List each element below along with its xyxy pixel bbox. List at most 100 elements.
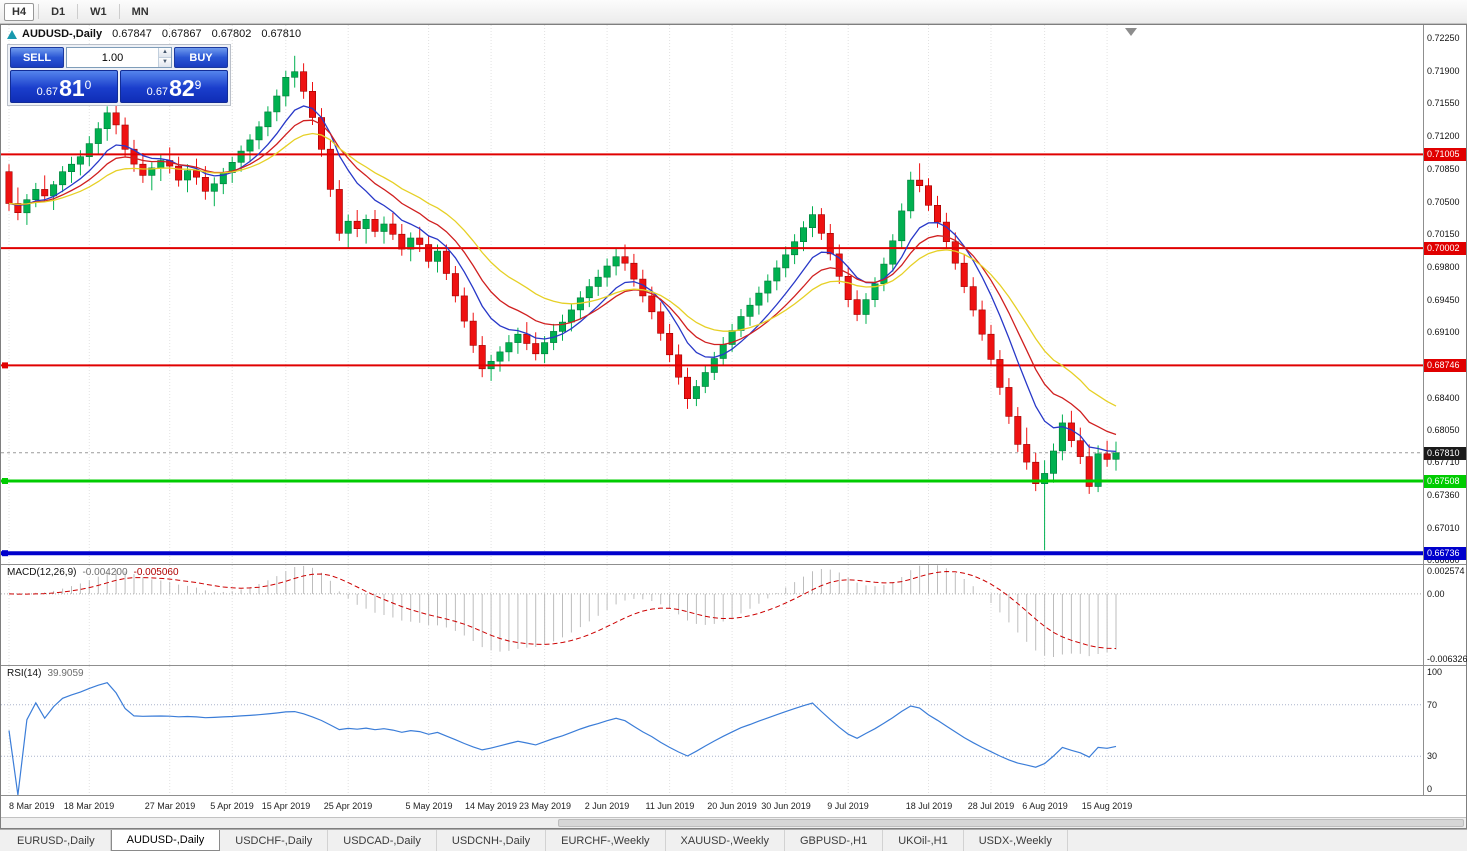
date-label: 30 Jun 2019: [761, 801, 811, 811]
hline-price-badge: 0.71005: [1424, 148, 1466, 161]
current-price-badge: 0.67810: [1424, 447, 1466, 460]
price-tick-label: 0.71900: [1427, 66, 1460, 76]
date-label: 18 Jul 2019: [905, 801, 953, 811]
date-label: 8 Mar 2019: [9, 801, 55, 811]
main-chart-pane[interactable]: 0.72250 0.71900 0.71550 0.71200 0.70850 0.705…: [1, 25, 1466, 565]
date-label: 20 Jun 2019: [707, 801, 757, 811]
date-axis[interactable]: 8 Mar 2019 18 Mar 2019 27 Mar 2019 5 Apr 20…: [1, 796, 1466, 818]
ohlc-low: 0.67802: [211, 28, 252, 40]
date-label: 9 Jul 2019: [827, 801, 869, 811]
bid-price[interactable]: 0.67 81 0: [10, 70, 118, 103]
date-label: 23 May 2019: [518, 801, 572, 811]
ohlc-close: 0.67810: [261, 28, 302, 40]
date-label: 2 Jun 2019: [584, 801, 630, 811]
price-tick-label: 0.69100: [1427, 327, 1460, 337]
rsi-tick-label: 100: [1427, 667, 1443, 677]
volume-spin-up-icon[interactable]: ▲: [159, 48, 171, 58]
sell-button[interactable]: SELL: [10, 47, 64, 68]
date-label: 14 May 2019: [464, 801, 518, 811]
one-click-trading-panel: SELL 1.00 ▲ ▼ BUY 0.67 81 0 0.67 82 9: [7, 44, 231, 106]
period-button-h4[interactable]: H4: [4, 2, 35, 21]
price-tick-label: 0.71550: [1427, 98, 1460, 108]
chart-tab-eurusd-daily[interactable]: EURUSD-,Daily: [2, 830, 111, 851]
date-label: 5 Apr 2019: [210, 801, 254, 811]
toolbar-separator: [118, 4, 120, 19]
date-label: 15 Aug 2019: [1081, 801, 1133, 811]
rsi-label: RSI(14) 39.9059: [7, 668, 84, 679]
volume-spinner: ▲ ▼: [158, 48, 171, 67]
period-button-mn[interactable]: MN: [131, 5, 149, 18]
price-tick-label: 0.70500: [1427, 197, 1460, 207]
price-tick-label: 0.68400: [1427, 393, 1460, 403]
date-label: 25 Apr 2019: [323, 801, 373, 811]
toolbar-separator: [38, 4, 40, 19]
rsi-canvas[interactable]: [1, 666, 1423, 795]
price-tick-label: 0.71200: [1427, 131, 1460, 141]
price-tick-label: 0.72250: [1427, 33, 1460, 43]
macd-axis[interactable]: 0.002574 0.00 -0.006326: [1423, 565, 1467, 665]
period-button-d1[interactable]: D1: [51, 5, 66, 18]
scrollbar-thumb[interactable]: [557, 819, 1464, 827]
rsi-tick-label: 0: [1427, 784, 1433, 794]
volume-spin-down-icon[interactable]: ▼: [159, 58, 171, 67]
macd-signal-value: -0.005060: [133, 567, 179, 578]
buy-button[interactable]: BUY: [174, 47, 228, 68]
price-tick-label: 0.70850: [1427, 164, 1460, 174]
hline-price-badge: 0.66736: [1424, 547, 1466, 560]
chart-tab-eurchf-weekly[interactable]: EURCHF-,Weekly: [546, 830, 666, 851]
macd-tick-label: 0.002574: [1427, 566, 1465, 576]
price-tick-label: 0.67360: [1427, 490, 1460, 500]
date-label: 5 May 2019: [405, 801, 453, 811]
price-tick-label: 0.67710: [1427, 457, 1460, 467]
price-tick-label: 0.68050: [1427, 425, 1460, 435]
rsi-tick-label: 30: [1427, 751, 1438, 761]
rsi-axis[interactable]: 100 70 30 0: [1423, 666, 1466, 795]
chart-tab-gbpusd-h1[interactable]: GBPUSD-,H1: [785, 830, 884, 851]
price-tick-label: 0.69450: [1427, 295, 1460, 305]
rsi-pane[interactable]: 100 70 30 0 RSI(14) 39.9059: [1, 666, 1466, 796]
chart-title: AUDUSD-,Daily 0.67847 0.67867 0.67802 0.…: [7, 28, 301, 40]
date-label: 28 Jul 2019: [967, 801, 1015, 811]
ask-price[interactable]: 0.67 82 9: [120, 70, 228, 103]
macd-tick-label: -0.006326: [1427, 654, 1467, 664]
price-tick-label: 0.67010: [1427, 523, 1460, 533]
price-tick-label: 0.69800: [1427, 262, 1460, 272]
chart-tab-xauusd-weekly[interactable]: XAUUSD-,Weekly: [666, 830, 785, 851]
date-label: 27 Mar 2019: [144, 801, 196, 811]
rsi-value: 39.9059: [47, 668, 84, 679]
hline-price-badge: 0.68746: [1424, 359, 1466, 372]
macd-tick-label: 0.00: [1427, 588, 1445, 599]
volume-input[interactable]: 1.00: [101, 51, 124, 64]
price-axis[interactable]: 0.72250 0.71900 0.71550 0.71200 0.70850 0.705…: [1423, 25, 1466, 565]
period-toolbar: H4 D1 W1 MN: [0, 0, 1467, 24]
chart-tab-audusd-daily[interactable]: AUDUSD-,Daily: [110, 830, 221, 851]
hline-price-badge: 0.70002: [1424, 242, 1466, 255]
ohlc-high: 0.67867: [161, 28, 202, 40]
chart-symbol-label: AUDUSD-,Daily: [22, 28, 103, 40]
price-tick-label: 0.70150: [1427, 229, 1460, 239]
toolbar-separator: [77, 4, 79, 19]
chart-tab-usdchf-daily[interactable]: USDCHF-,Daily: [220, 830, 329, 851]
macd-pane[interactable]: 0.002574 0.00 -0.006326 MACD(12,26,9) -0.00…: [1, 565, 1467, 666]
date-label: 18 Mar 2019: [63, 801, 115, 811]
rsi-tick-label: 70: [1427, 700, 1438, 710]
horizontal-scrollbar[interactable]: [1, 818, 1466, 828]
volume-control: 1.00 ▲ ▼: [66, 47, 172, 68]
chart-tab-usdx-weekly[interactable]: USDX-,Weekly: [964, 830, 1068, 851]
chart-window: 0.72250 0.71900 0.71550 0.71200 0.70850 0.705…: [0, 24, 1467, 829]
macd-label: MACD(12,26,9) -0.004200 -0.005060: [7, 567, 179, 578]
chart-icon: [7, 29, 17, 39]
price-tick-label: 0.66660: [1427, 555, 1460, 565]
ohlc-open: 0.67847: [112, 28, 152, 40]
macd-main-value: -0.004200: [82, 567, 128, 578]
price-pane-canvas[interactable]: [1, 25, 1423, 564]
period-button-w1[interactable]: W1: [90, 5, 107, 18]
chart-tab-ukoil-h1[interactable]: UKOil-,H1: [883, 830, 964, 851]
chart-tabs: EURUSD-,Daily AUDUSD-,Daily USDCHF-,Daily U…: [0, 829, 1467, 851]
chart-tab-usdcnh-daily[interactable]: USDCNH-,Daily: [437, 830, 547, 851]
hline-price-badge: 0.67508: [1424, 475, 1466, 488]
date-label: 15 Apr 2019: [261, 801, 311, 811]
chart-tab-usdcad-daily[interactable]: USDCAD-,Daily: [328, 830, 437, 851]
macd-canvas[interactable]: [1, 565, 1423, 665]
